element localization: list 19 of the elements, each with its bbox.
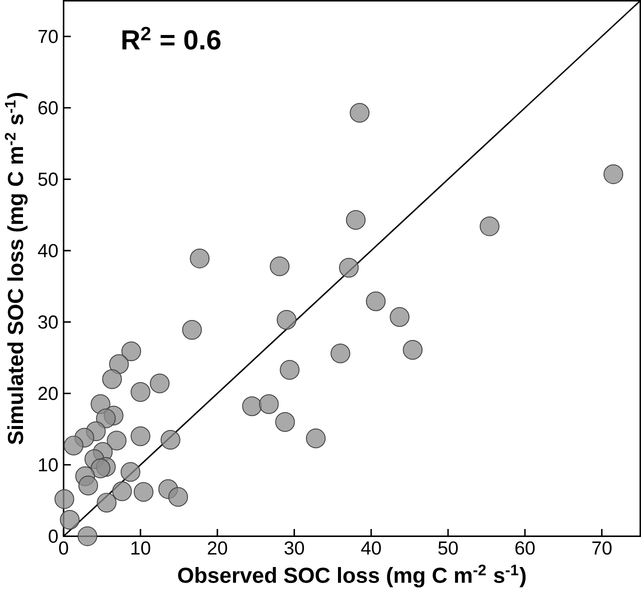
- y-tick-label: 10: [38, 458, 58, 472]
- x-tick-label: 70: [592, 541, 612, 555]
- x-axis-title: Observed SOC loss (mg C m$^{-2}$ s$^{-1}$): [178, 564, 526, 588]
- y-tick-label: 60: [38, 101, 58, 114]
- y-tick-label: 30: [38, 315, 58, 329]
- y-axis-title: Simulated SOC loss (mg C m$^{-2}$ s$^{-1}$): [4, 92, 28, 444]
- y-tick-label: 40: [38, 244, 58, 258]
- x-tick-label: 60: [515, 541, 535, 555]
- x-tick-label: 40: [361, 541, 381, 555]
- y-tick-label: 70: [38, 30, 58, 43]
- x-tick-label: 0: [59, 541, 68, 555]
- annotation: R$^{2}$ = 0.6: [122, 26, 220, 50]
- x-tick-label: 10: [131, 541, 150, 555]
- x-tick-label: 20: [208, 541, 228, 555]
- x-tick-label: 50: [438, 541, 458, 555]
- x-tick-label: 30: [284, 541, 304, 555]
- y-tick-label: 50: [38, 172, 58, 186]
- y-tick-label: 0: [48, 529, 58, 543]
- y-tick-label: 20: [38, 386, 58, 400]
